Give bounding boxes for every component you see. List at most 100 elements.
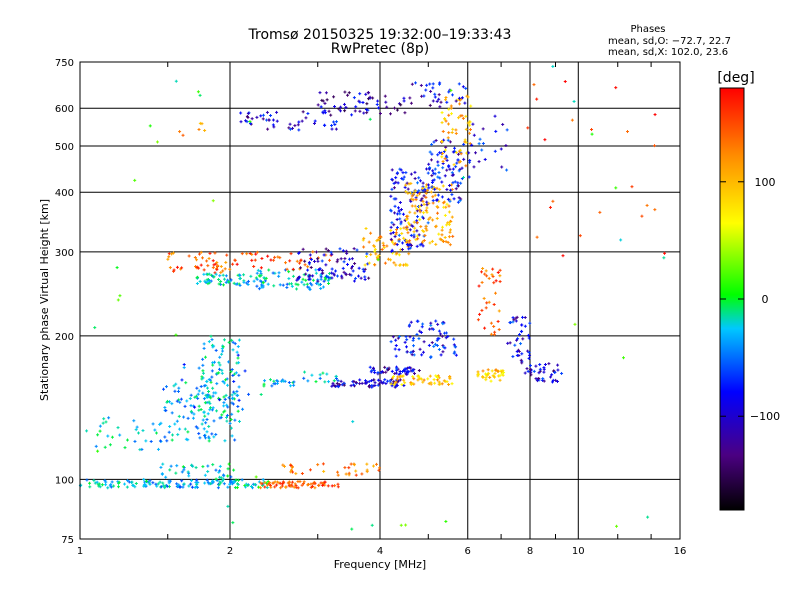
data-point <box>467 160 471 164</box>
data-point <box>231 340 235 344</box>
data-point <box>416 191 420 195</box>
data-point <box>427 186 431 190</box>
data-point <box>370 379 374 383</box>
data-point <box>312 121 316 125</box>
data-point <box>309 265 313 269</box>
data-point <box>454 150 458 154</box>
data-point <box>500 165 504 169</box>
data-point <box>306 112 310 116</box>
data-point <box>454 165 458 169</box>
data-point <box>425 83 429 87</box>
data-point <box>434 224 438 228</box>
data-point <box>430 341 434 345</box>
data-point <box>444 519 448 523</box>
data-point <box>432 378 436 382</box>
chart-subtitle: RwPretec (8p) <box>331 41 429 57</box>
data-point <box>294 472 298 476</box>
data-point <box>366 108 370 112</box>
data-point <box>365 462 369 466</box>
data-point <box>412 235 416 239</box>
data-point <box>394 263 398 267</box>
data-point <box>508 341 512 345</box>
data-point <box>383 261 387 265</box>
data-point <box>330 484 334 488</box>
data-point <box>573 322 577 326</box>
data-point <box>367 384 371 388</box>
data-point <box>221 477 225 481</box>
data-point <box>496 319 500 323</box>
data-point <box>399 220 403 224</box>
data-point <box>181 133 185 137</box>
data-point <box>284 261 288 265</box>
data-point <box>202 397 206 401</box>
data-point <box>472 133 476 137</box>
data-point <box>449 88 453 92</box>
data-point <box>414 238 418 242</box>
data-point <box>221 273 225 277</box>
data-point <box>205 259 209 263</box>
data-point <box>396 206 400 210</box>
data-point <box>427 217 431 221</box>
data-point <box>477 372 481 376</box>
data-point <box>399 227 403 231</box>
data-point <box>196 396 200 400</box>
data-point <box>176 433 180 437</box>
data-point <box>297 120 301 124</box>
data-point <box>147 481 151 485</box>
data-point <box>116 485 120 489</box>
data-point <box>331 381 335 385</box>
data-point <box>450 112 454 116</box>
data-point <box>201 418 205 422</box>
data-point <box>537 371 541 375</box>
data-point <box>158 480 162 484</box>
data-point <box>662 256 666 260</box>
data-point <box>180 378 184 382</box>
data-point <box>429 190 433 194</box>
data-point <box>215 268 219 272</box>
data-point <box>130 480 134 484</box>
data-point <box>199 385 203 389</box>
data-point <box>234 282 238 286</box>
data-point <box>454 187 458 191</box>
data-points <box>78 64 667 531</box>
data-point <box>393 242 397 246</box>
data-point <box>321 462 325 466</box>
data-point <box>298 480 302 484</box>
data-point <box>203 401 207 405</box>
data-point <box>450 171 454 175</box>
data-point <box>446 197 450 201</box>
data-point <box>435 205 439 209</box>
data-point <box>514 316 518 320</box>
data-point <box>230 434 234 438</box>
data-point <box>532 369 536 373</box>
data-point <box>132 419 136 423</box>
data-point <box>310 373 314 377</box>
data-point <box>203 436 207 440</box>
data-point <box>335 381 339 385</box>
data-point <box>227 360 231 364</box>
data-point <box>259 392 263 396</box>
data-point <box>239 111 243 115</box>
stats-heading: Phases <box>630 24 665 35</box>
data-point <box>432 171 436 175</box>
data-point <box>253 258 257 262</box>
data-point <box>476 318 480 322</box>
data-point <box>313 486 317 490</box>
data-point <box>425 203 429 207</box>
data-point <box>528 368 532 372</box>
data-point <box>334 374 338 378</box>
data-point <box>437 93 441 97</box>
data-point <box>327 276 331 280</box>
data-point <box>440 233 444 237</box>
data-point <box>349 384 353 388</box>
data-point <box>218 274 222 278</box>
data-point <box>231 402 235 406</box>
data-point <box>390 250 394 254</box>
data-point <box>225 377 229 381</box>
data-point <box>279 486 283 490</box>
data-point <box>526 126 530 130</box>
data-point <box>204 421 208 425</box>
data-point <box>138 448 142 452</box>
data-point <box>424 88 428 92</box>
data-point <box>412 220 416 224</box>
